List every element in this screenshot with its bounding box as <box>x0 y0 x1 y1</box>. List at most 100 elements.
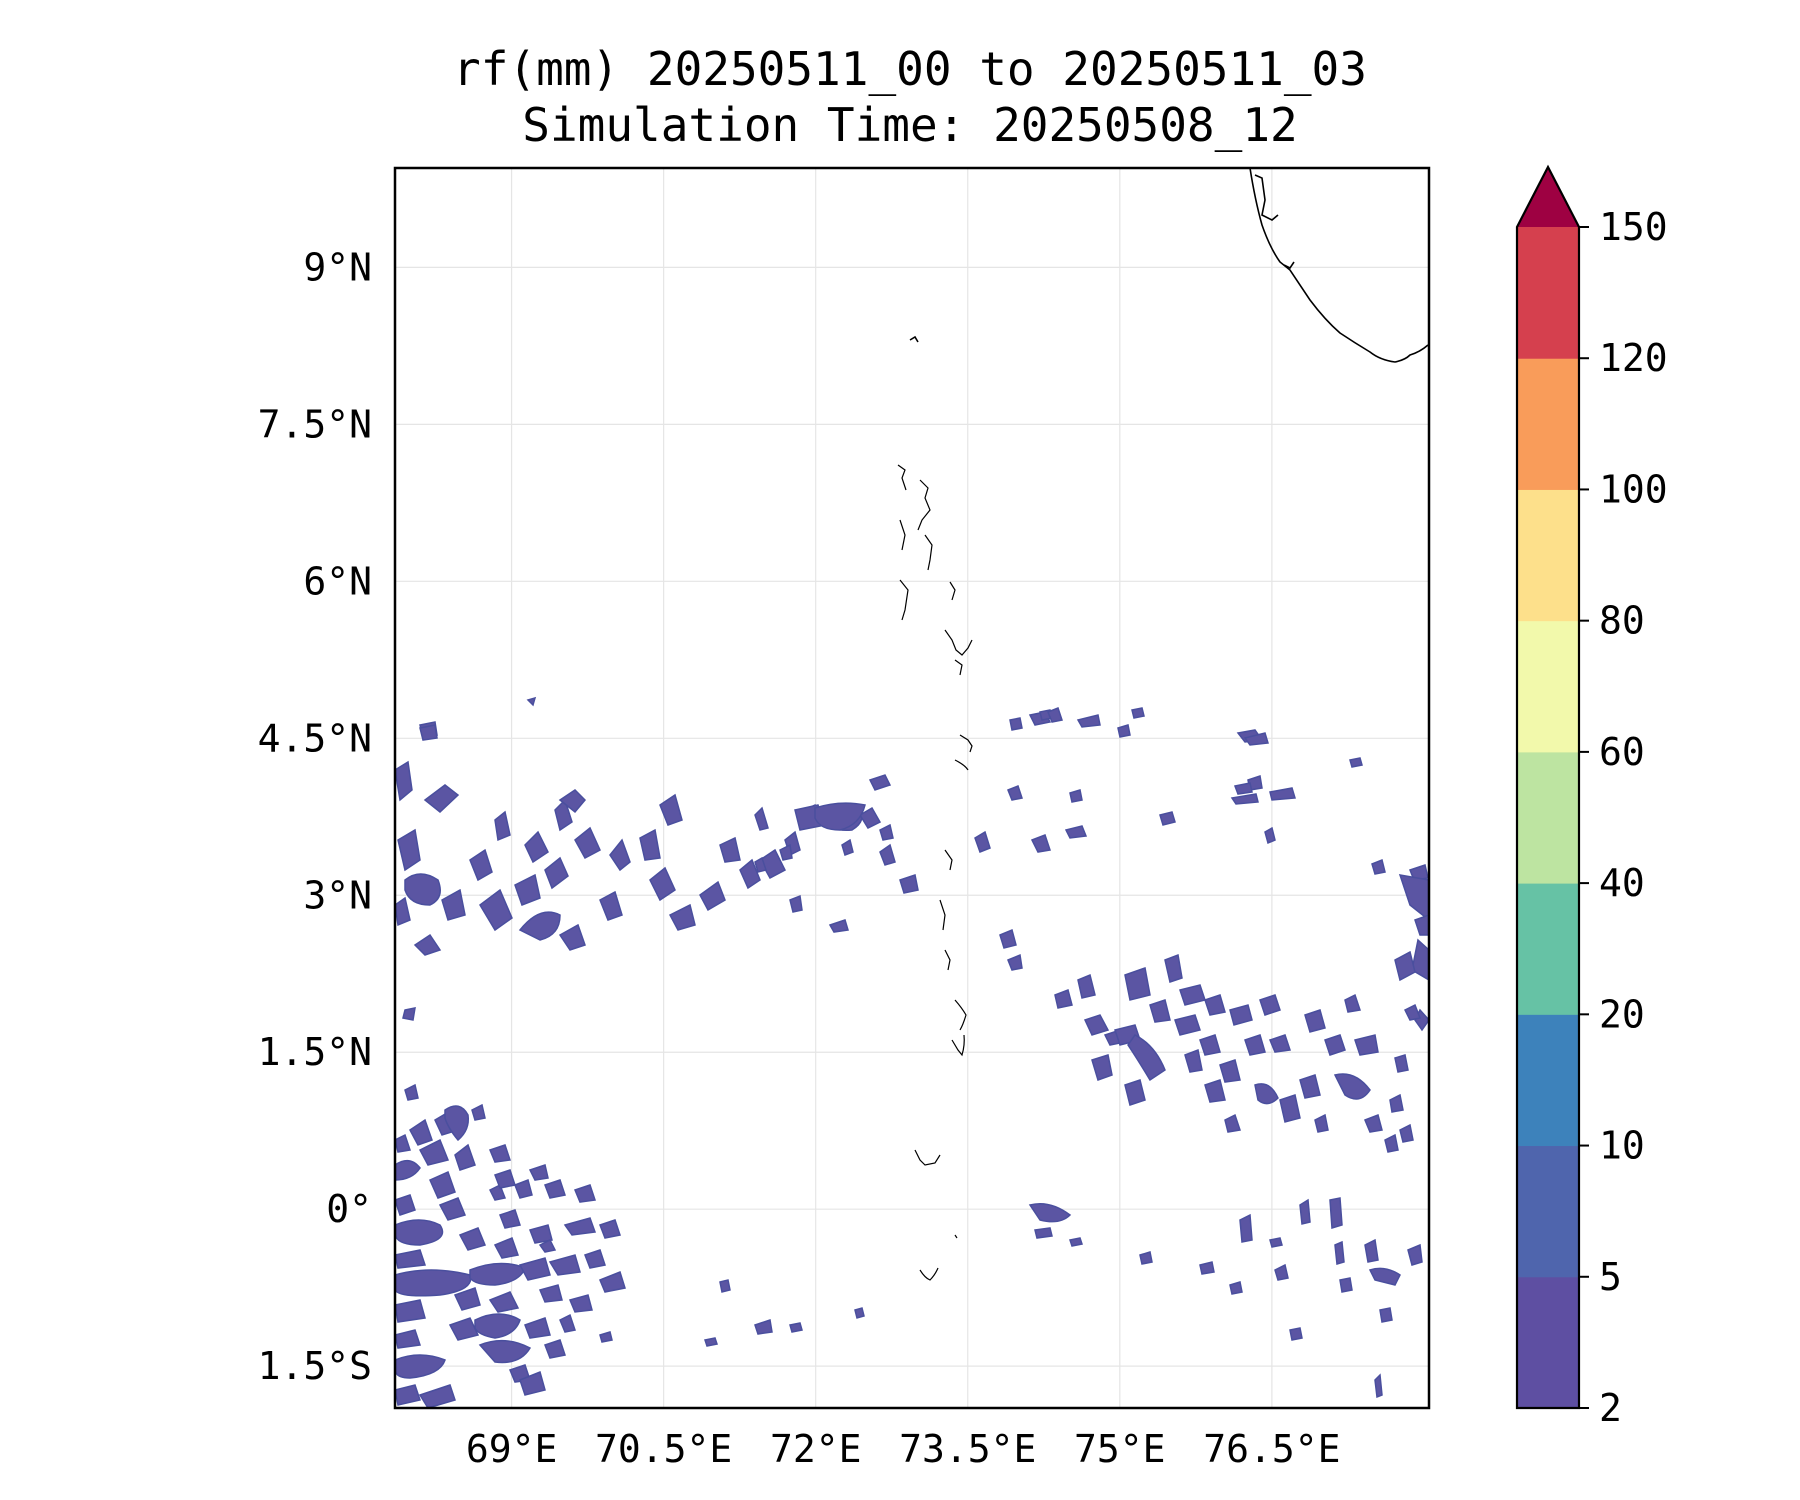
rain-patch <box>429 1170 456 1199</box>
rain-patch <box>453 1287 481 1311</box>
rain-patch <box>1254 1083 1279 1105</box>
rain-patch <box>599 1271 626 1293</box>
rain-patch <box>469 1262 526 1286</box>
rain-patch <box>1374 1373 1383 1399</box>
rain-patch <box>1199 1034 1221 1056</box>
rain-patch <box>559 1313 576 1333</box>
rain-patch <box>568 1294 593 1313</box>
rain-patch <box>1117 724 1131 738</box>
rain-patch <box>854 1307 865 1319</box>
rain-patch <box>754 856 767 873</box>
rain-patch <box>1124 1079 1146 1106</box>
rain-patch <box>1229 1004 1253 1026</box>
rain-patch <box>1394 1054 1409 1073</box>
rain-patch <box>404 1083 419 1101</box>
rain-patch <box>1333 1073 1371 1100</box>
rain-patch <box>1274 1263 1289 1281</box>
rain-patch <box>488 1291 520 1313</box>
rain-patch <box>1279 1094 1301 1123</box>
rain-patch <box>514 1179 533 1199</box>
rain-patch <box>519 1370 546 1396</box>
rain-patch <box>1384 1133 1399 1153</box>
rain-patch <box>719 1279 731 1293</box>
rain-patch <box>1344 993 1361 1013</box>
rain-patch <box>395 760 413 802</box>
rain-patch <box>494 1169 516 1189</box>
rain-patch <box>1199 1261 1215 1275</box>
rain-patch <box>529 1224 553 1244</box>
rain-patch <box>441 888 466 921</box>
rain-patch <box>739 858 761 890</box>
lon-tick-label: 73.5°E <box>899 1427 1036 1471</box>
rain-patch <box>754 806 769 831</box>
rain-patch <box>1399 1123 1414 1143</box>
rain-patch <box>1091 1054 1113 1081</box>
rain-patch <box>1243 732 1269 746</box>
lat-tick-label: 6°N <box>303 559 372 603</box>
rain-patch <box>1054 989 1073 1009</box>
rain-patch <box>469 848 493 882</box>
rain-patch <box>518 911 561 941</box>
rain-patch <box>1407 1243 1423 1266</box>
rain-patch <box>1371 858 1386 875</box>
rain-patch <box>514 873 541 906</box>
rain-patch <box>444 1105 470 1142</box>
rain-patch <box>1269 1237 1283 1248</box>
india-coast-detail <box>1254 174 1279 221</box>
rain-patch <box>1329 1197 1343 1229</box>
rain-patch <box>474 1313 521 1339</box>
rain-patch <box>1403 1003 1422 1021</box>
rain-patch <box>524 1317 551 1339</box>
rain-patch <box>471 1103 486 1121</box>
colorbar-tick-label: 60 <box>1599 730 1645 774</box>
lat-tick-label: 9°N <box>303 245 372 289</box>
colorbar-tick-label: 80 <box>1599 599 1645 643</box>
colorbar-tick-label: 100 <box>1599 467 1668 511</box>
rain-patch <box>395 1194 416 1216</box>
rain-patch <box>639 828 661 861</box>
rain-patch <box>609 838 631 872</box>
colorbar-segment <box>1517 358 1579 490</box>
rain-patch <box>584 1249 606 1269</box>
rain-patch <box>858 806 882 829</box>
colorbar-tick-label: 20 <box>1599 992 1645 1036</box>
colorbar: 2 5 10 20 40 60 80 100 120 150 <box>1515 164 1668 1430</box>
rain-patch <box>649 866 676 902</box>
india-coastline <box>1249 168 1429 363</box>
rain-patch <box>479 888 513 932</box>
lat-tick-label: 3°N <box>303 873 372 917</box>
rain-patch <box>558 789 587 814</box>
rain-patch <box>1069 789 1083 803</box>
rain-patch <box>879 823 894 841</box>
rain-patch <box>404 873 441 906</box>
colorbar-segment <box>1517 1145 1579 1278</box>
rain-patch <box>974 830 991 853</box>
rain-patch <box>395 1269 472 1297</box>
colorbar-segment <box>1517 1014 1579 1147</box>
rain-patch <box>526 696 537 707</box>
rain-patch <box>419 724 438 741</box>
rain-patch <box>402 1007 416 1021</box>
rain-patch <box>789 894 803 913</box>
rain-patch <box>1124 967 1151 1001</box>
rain-patch <box>478 1339 532 1364</box>
rain-patch <box>563 1217 597 1236</box>
rain-patch <box>413 933 442 956</box>
lat-tick-label: 4.5°N <box>258 716 372 760</box>
rain-patch <box>554 798 573 832</box>
rain-patch <box>1379 1307 1393 1323</box>
colorbar-segment <box>1517 227 1579 359</box>
rain-patch <box>759 848 786 880</box>
rain-patch <box>779 843 793 861</box>
rain-patch <box>1264 826 1276 845</box>
rain-patch <box>488 1183 507 1201</box>
rain-patch <box>1077 973 1096 999</box>
rain-patch <box>1389 1093 1404 1113</box>
rain-patch <box>395 1219 444 1246</box>
rain-patch <box>1229 1281 1243 1295</box>
rain-patch <box>1233 782 1253 795</box>
rain-patch <box>1269 787 1296 801</box>
rain-patch <box>754 1319 773 1335</box>
rain-patch <box>1179 984 1206 1006</box>
